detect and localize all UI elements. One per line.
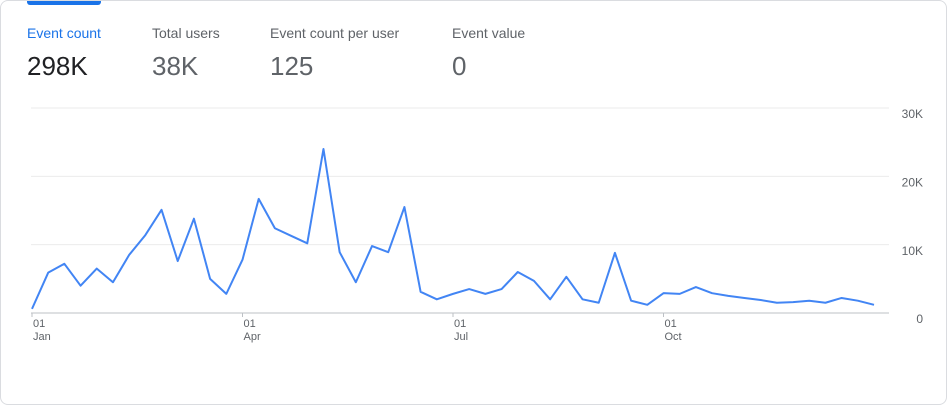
metric-label: Event count [27, 25, 101, 41]
metric-tab[interactable]: Event count 298K [27, 25, 101, 82]
y-tick-label: 10K [902, 244, 923, 258]
metric-value: 38K [152, 51, 199, 81]
metric-value: 125 [270, 51, 314, 81]
x-tick-label: 01 Jul [454, 318, 469, 343]
metric-label: Event value [452, 25, 526, 41]
x-tick-label: 01 Jan [33, 318, 51, 343]
metric-value: 298K [27, 51, 88, 81]
y-tick-label: 0 [916, 312, 923, 326]
x-tick-label: 01 Oct [664, 318, 682, 343]
active-indicator [27, 1, 101, 5]
metric-tab[interactable]: Total users 38K [152, 25, 220, 82]
metric-label: Event count per user [270, 25, 400, 41]
metric-label: Total users [152, 25, 220, 41]
metric-tab[interactable]: Event value 0 [452, 25, 525, 82]
y-tick-label: 30K [902, 107, 923, 121]
metric-tab[interactable]: Event count per user 125 [270, 25, 399, 82]
data-line [31, 148, 875, 310]
metric-value: 0 [452, 51, 467, 81]
x-tick-label: 01 Apr [243, 318, 261, 343]
y-tick-label: 20K [902, 176, 923, 190]
